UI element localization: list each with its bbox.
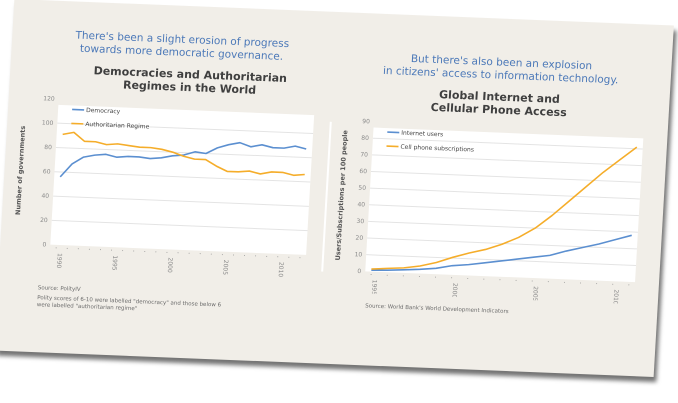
x-tick-mark [232,254,234,256]
gridline [55,146,312,159]
x-tick-label: 2000 [450,283,458,299]
x-tick-mark [210,253,212,255]
gridline [369,204,639,217]
x-tick-mark [122,250,124,252]
x-tick-mark [144,250,146,252]
democracy-chart: 0 20 40 60 80 100 120 1990 1995 2000 2005 2010 Numbe… [14,95,315,278]
x-tick-mark [244,254,246,256]
x-tick-mark [467,277,469,279]
x-tick-mark [451,277,453,279]
y-tick-label: 80 [361,135,369,142]
plot-area [365,127,644,283]
x-tick-mark [515,279,517,281]
x-tick-mark [483,278,485,280]
x-tick-mark [563,281,565,283]
x-tick-mark [531,280,533,282]
x-tick-mark [221,254,223,256]
gridline [370,187,640,200]
gridline [368,220,638,233]
series-line-authoritarian-regime [62,131,305,177]
plot-area [50,104,315,255]
y-tick-label: 50 [358,185,366,192]
gridline [366,254,637,267]
left-note: Polity scores of 6-10 were labelled "dem… [37,295,298,319]
y-tick-label: 0 [357,268,361,275]
x-tick-mark [177,252,179,254]
y-tick-label: 90 [362,118,370,125]
left-headline: There's been a slight erosion of progres… [51,29,312,65]
x-tick-mark [88,248,90,250]
x-tick-label: 1995 [110,255,118,271]
x-tick-mark [628,284,630,286]
gridline [54,171,311,183]
y-axis-label: Users/Subscriptions per 100 people [334,129,350,260]
infographic-card: There's been a slight erosion of progres… [0,0,674,377]
x-tick-label: 2010 [612,289,620,304]
y-axis-label: Number of governments [14,126,27,216]
legend-label: Internet users [401,130,443,139]
x-tick-mark [155,251,157,253]
x-tick-mark [580,282,582,284]
x-tick-mark [596,283,598,285]
x-tick-label: 2010 [277,262,285,278]
y-tick-label: 80 [44,144,52,151]
gridline [51,219,308,232]
x-tick-mark [55,247,57,249]
left-source: Source: PolityIV [37,285,81,293]
legend-label: Authoritarian Regime [85,121,150,131]
x-tick-mark [499,279,501,281]
x-tick-mark [277,256,279,258]
gridline [372,137,643,150]
x-tick-mark [547,281,549,283]
x-tick-mark [199,253,201,255]
y-tick-label: 30 [356,218,364,225]
x-tick-mark [66,247,68,249]
x-tick-label: 1990 [55,253,63,269]
x-tick-label: 1995 [370,280,378,296]
y-tick-label: 0 [42,241,46,248]
series-line-cell-phone-subscriptions [371,146,638,270]
x-tick-mark [133,250,135,252]
x-tick-mark [111,249,113,251]
x-tick-mark [166,251,168,253]
y-tick-label: 20 [40,217,48,224]
y-tick-label: 20 [355,235,363,242]
internet-cellphone-chart: 0 10 20 30 40 50 60 70 80 90 1995 2000 2005 2010 Users… [334,118,644,305]
right-headline: But there's also been an explosion in ci… [370,51,631,87]
gridline [57,122,314,134]
y-tick-label: 120 [43,95,55,102]
x-tick-mark [370,274,372,276]
x-tick-label: 2005 [221,260,229,276]
x-tick-mark [435,276,437,278]
legend-label: Democracy [86,107,121,115]
y-tick-label: 40 [357,201,365,208]
series-line-democracy [59,141,307,178]
series-line-internet-users [371,234,632,272]
x-tick-mark [99,249,101,251]
right-source: Source: World Bank's World Development I… [365,303,509,316]
x-tick-mark [612,283,614,285]
x-tick-mark [266,255,268,257]
x-tick-mark [255,255,257,257]
gridline [53,195,309,207]
y-tick-label: 60 [43,168,51,175]
x-tick-mark [418,275,420,277]
x-tick-label: 2000 [166,257,174,273]
legend-label: Cell phone subscriptions [400,144,474,154]
y-tick-label: 60 [359,168,367,175]
y-tick-label: 100 [42,120,54,127]
x-tick-mark [402,275,404,277]
gridline [370,170,641,183]
x-tick-mark [299,257,301,259]
y-tick-label: 70 [360,151,368,158]
x-tick-label: 2005 [531,286,539,302]
gridline [371,154,642,167]
x-tick-mark [188,252,190,254]
x-tick-mark [77,248,79,250]
y-tick-label: 40 [41,193,49,200]
x-tick-mark [386,274,388,276]
y-tick-label: 10 [354,251,362,258]
x-tick-mark [288,256,290,258]
